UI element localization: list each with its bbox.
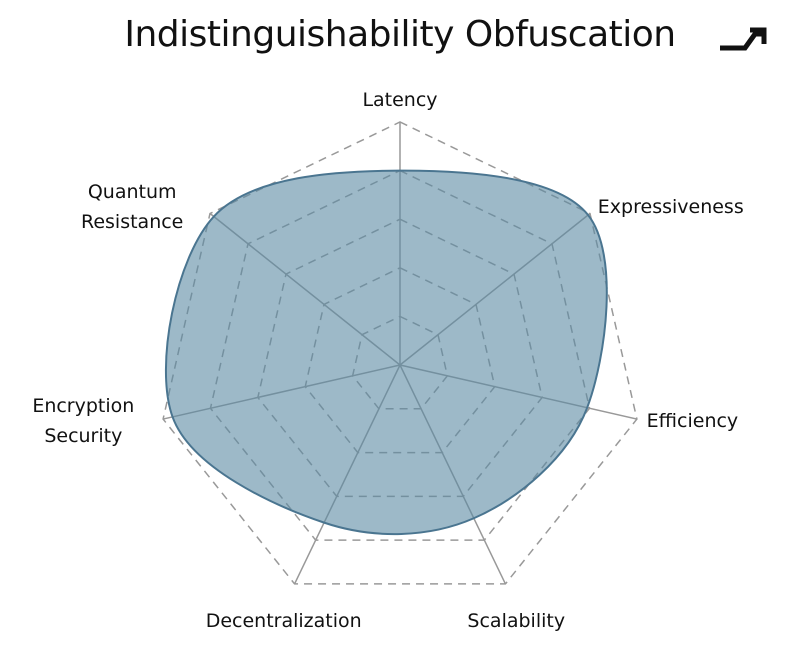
- category-label: Quantum Resistance: [80, 181, 184, 234]
- category-label: Decentralization: [205, 610, 362, 633]
- category-label: Expressiveness: [597, 196, 744, 219]
- category-label: Encryption Security: [32, 395, 135, 448]
- expand-icon[interactable]: [720, 27, 767, 51]
- category-label: Scalability: [467, 610, 566, 633]
- category-label: Latency: [362, 89, 438, 111]
- chart-title: Indistinguishability Obfuscation: [124, 14, 676, 55]
- category-label: Efficiency: [646, 410, 739, 433]
- radar-area: [164, 169, 608, 536]
